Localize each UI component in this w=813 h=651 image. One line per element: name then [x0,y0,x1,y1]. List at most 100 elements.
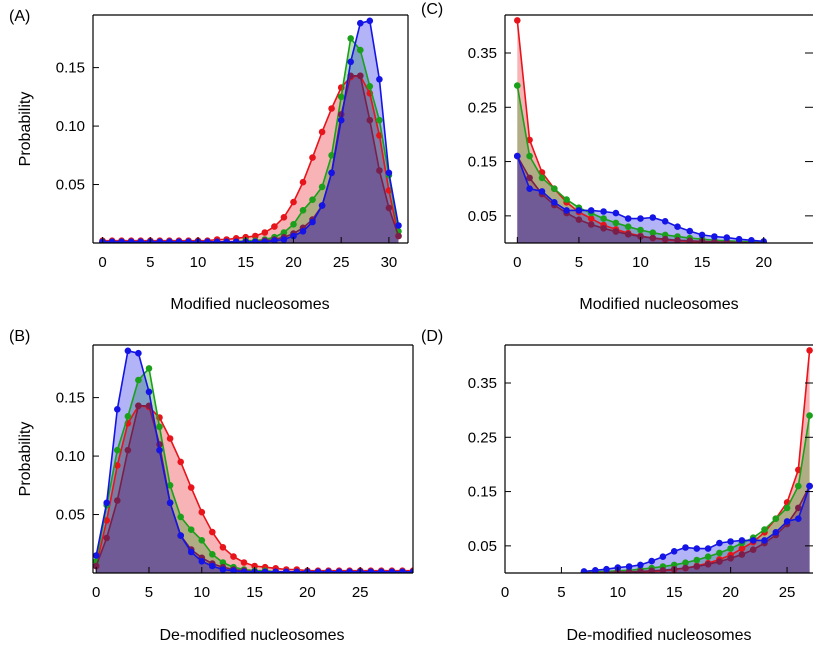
data-point [612,209,620,217]
x-tick-label: 5 [146,254,154,271]
y-tick-label: 0.35 [468,45,497,62]
data-point [219,559,227,566]
y-axis-title: Probability [17,92,34,167]
data-point [209,562,216,570]
data-point [637,568,644,573]
data-point [514,82,521,89]
series-area-3 [96,350,413,573]
data-point [575,216,583,223]
x-tick-label: 25 [352,584,369,601]
data-point [612,219,620,227]
y-tick-label: 0.15 [56,60,85,77]
data-point [526,136,533,144]
data-point [252,232,259,240]
data-point [682,544,689,551]
data-point [409,568,413,573]
data-point [204,238,211,243]
data-point [145,388,153,396]
data-point [209,528,216,536]
data-point [198,558,206,565]
data-point [783,504,791,512]
data-point [649,229,657,236]
y-tick-label: 0.05 [56,177,85,194]
data-point [135,349,142,357]
x-tick-label: 5 [557,584,565,601]
data-point [366,116,374,124]
data-point [674,237,681,243]
panel-b: 0 5 10 15 20 0.05 0.15 0.25 0.35 Modified nucleos… [421,1,813,313]
data-point [118,238,125,243]
data-point [347,58,355,66]
data-point [135,376,142,384]
data-point [693,556,701,564]
x-tick-label: 20 [755,254,772,271]
data-point [659,553,667,560]
series-area-0 [102,75,399,243]
data-point [649,234,657,242]
x-axis-title: De-modified nucleosomes [567,627,752,644]
data-point [587,221,595,228]
data-point [587,215,595,222]
series-area-0 [584,350,810,573]
data-point [526,152,533,160]
data-point [761,537,768,544]
data-point [637,226,644,234]
panel-label: (A) [9,8,30,25]
y-tick-label: 0.25 [468,99,497,116]
data-point [166,482,174,489]
y-tick-label: 0.10 [56,448,85,465]
data-point [711,233,718,240]
y-axis-title: Probability [17,422,34,497]
data-point [727,545,734,552]
x-tick-label: 10 [632,254,649,271]
data-point [198,537,206,544]
x-tick-label: 30 [381,254,398,271]
data-point [223,238,230,243]
plot-area [580,347,813,573]
x-tick-label: 5 [145,584,153,601]
data-point [587,207,595,214]
data-point [637,561,644,569]
data-point [563,207,570,214]
data-point [385,169,393,177]
data-point [156,238,164,243]
data-point [328,152,335,159]
data-point [806,347,813,354]
data-point [749,537,757,544]
data-point [166,499,174,507]
x-tick-label: 25 [779,584,796,601]
x-axis-title: Modified nucleosomes [170,296,329,313]
data-point [395,232,402,240]
x-tick-label: 0 [98,254,106,271]
data-point [388,568,396,573]
data-point [185,238,192,243]
data-point [252,238,259,243]
data-point [261,229,269,236]
data-point [526,185,533,192]
series-area-1 [96,368,413,573]
data-point [93,552,100,559]
data-point [806,412,813,419]
axes-frame [92,14,409,244]
data-point [232,238,240,243]
data-point [526,174,533,182]
data-point [704,553,712,560]
panel-label: (C) [421,1,443,18]
x-tick-label: 20 [299,584,316,601]
data-point [156,446,163,454]
data-point [309,196,316,203]
x-tick-label: 5 [575,254,583,271]
plot-area [514,17,767,243]
data-point [357,72,364,80]
data-point [177,458,184,466]
data-point [674,223,681,230]
data-point [723,234,731,241]
y-tick-label: 0.35 [468,375,497,392]
panel-d: 0 5 10 15 20 25 0.05 0.15 0.25 0.35 De-modified nu… [421,328,813,644]
data-point [251,562,258,570]
data-point [280,229,288,236]
data-point [124,446,132,454]
data-point [114,462,121,469]
data-point [761,526,768,533]
data-point [551,185,558,192]
